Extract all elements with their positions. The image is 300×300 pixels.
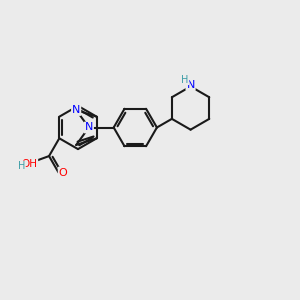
- Text: N: N: [186, 80, 195, 90]
- Text: H: H: [182, 75, 189, 85]
- Text: N: N: [85, 122, 93, 133]
- Text: H: H: [18, 161, 25, 171]
- Text: OH: OH: [22, 159, 38, 169]
- Text: N: N: [72, 105, 80, 115]
- Text: O: O: [59, 167, 68, 178]
